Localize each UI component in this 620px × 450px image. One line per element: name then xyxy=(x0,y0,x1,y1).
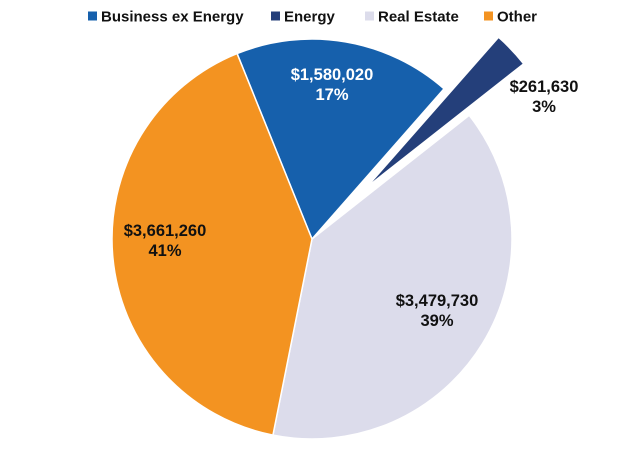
data-label-value-business-ex-energy: $1,580,020 xyxy=(291,66,374,84)
data-label-percent-other: 41% xyxy=(148,242,181,260)
data-label-percent-energy: 3% xyxy=(532,98,556,116)
legend-label-real-estate: Real Estate xyxy=(378,9,459,26)
pie-slice-real-estate xyxy=(272,114,513,440)
legend-label-business-ex-energy: Business ex Energy xyxy=(101,9,244,26)
legend: Business ex Energy Energy Real Estate Other xyxy=(88,9,537,26)
data-label-value-other: $3,661,260 xyxy=(124,222,207,240)
data-labels: $1,580,020 17% $261,630 3% $3,479,730 39% $3,6… xyxy=(124,66,579,330)
pie-slice-other xyxy=(111,52,313,436)
legend-label-other: Other xyxy=(497,9,537,26)
legend-label-energy: Energy xyxy=(284,9,336,26)
data-label-percent-business-ex-energy: 17% xyxy=(315,86,348,104)
pie-slice-energy xyxy=(365,36,525,189)
data-label-value-energy: $261,630 xyxy=(510,78,579,96)
legend-swatch-energy xyxy=(271,11,280,21)
data-label-percent-real-estate: 39% xyxy=(420,312,453,330)
data-label-value-real-estate: $3,479,730 xyxy=(396,292,479,310)
legend-swatch-business-ex-energy xyxy=(88,11,97,21)
pie-slice-business-ex-energy xyxy=(236,38,445,240)
pie-slices xyxy=(111,36,525,440)
legend-swatch-other xyxy=(484,11,493,21)
legend-swatch-real-estate xyxy=(365,11,374,21)
